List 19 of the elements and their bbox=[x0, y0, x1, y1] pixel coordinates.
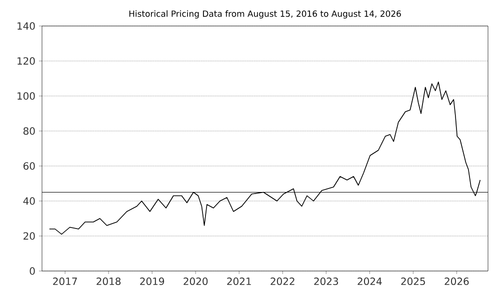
x-tick-label: 2023 bbox=[314, 278, 338, 286]
y-tick-label: 100 bbox=[18, 92, 35, 100]
x-tick-label: 2020 bbox=[184, 278, 208, 286]
x-tick-label: 2026 bbox=[444, 278, 469, 286]
x-tick-label: 2025 bbox=[401, 278, 425, 286]
y-tick-label: 140 bbox=[18, 22, 35, 30]
y-tick-label: 120 bbox=[18, 57, 35, 65]
y-tick-label: 80 bbox=[23, 127, 35, 135]
x-tick-label: 2024 bbox=[358, 278, 382, 286]
y-tick-label: 40 bbox=[23, 197, 35, 205]
y-tick-label: 20 bbox=[24, 232, 35, 240]
y-tick-label: 0 bbox=[30, 267, 35, 275]
x-tick-label: 2021 bbox=[227, 278, 251, 286]
x-tick-label: 2017 bbox=[53, 278, 77, 286]
y-tick-label: 60 bbox=[24, 162, 35, 170]
x-tick-label: 2022 bbox=[270, 278, 294, 286]
chart-title: Historical Pricing Data from August 15, 2016 to August 14, 2026 bbox=[129, 10, 401, 19]
x-tick-label: 2018 bbox=[96, 278, 121, 286]
x-tick-label: 2019 bbox=[140, 278, 164, 286]
